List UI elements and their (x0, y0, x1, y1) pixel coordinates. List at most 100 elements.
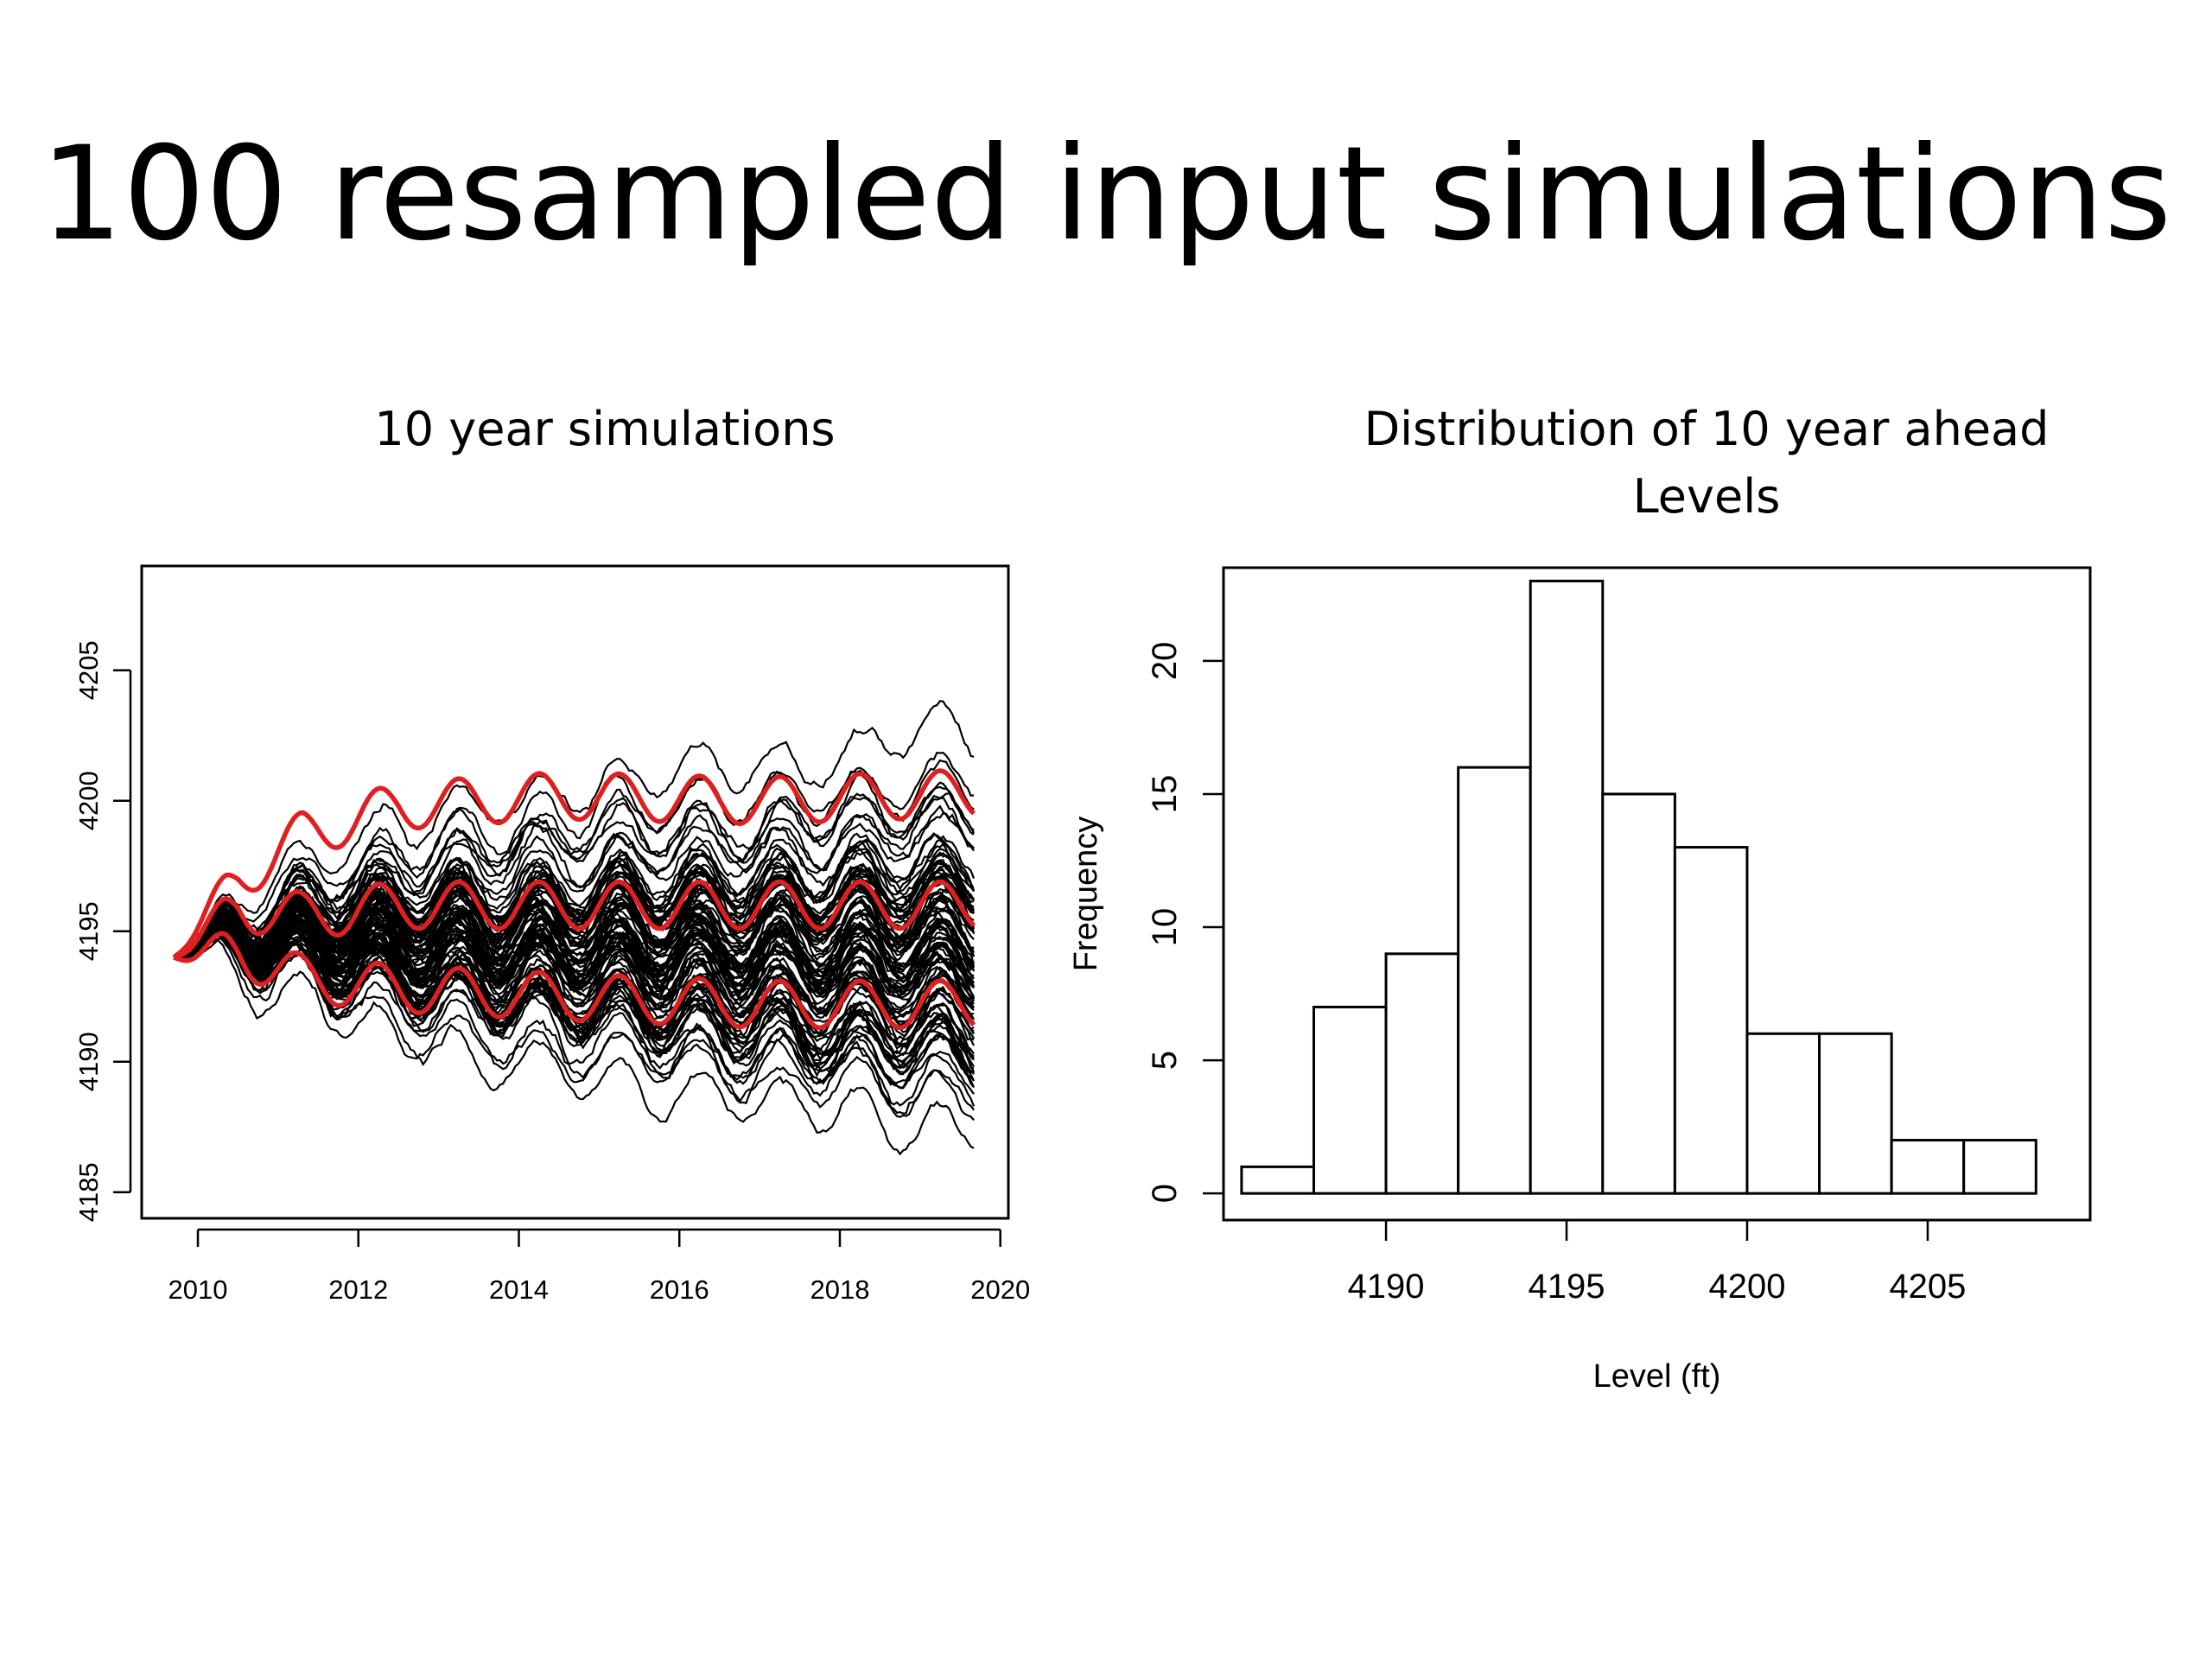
simulation-line (174, 937, 975, 1156)
simulation-line (173, 930, 975, 1107)
right-y-axis-label: Frequency (1068, 817, 1104, 972)
right-y-tick-label: 5 (1146, 1051, 1184, 1070)
simulation-line (173, 887, 975, 966)
simulation-line (173, 882, 976, 961)
simulation-line (173, 886, 975, 962)
quantile-line-upper (172, 768, 976, 960)
right-chart-title-line-1: Distribution of 10 year ahead (1363, 402, 2050, 456)
histogram-bar (1529, 579, 1605, 1195)
simulation-line (173, 896, 975, 965)
simulation-line (173, 925, 975, 1065)
simulation-line (173, 863, 976, 959)
left-x-tick-label: 2020 (970, 1274, 1030, 1305)
simulation-line (173, 912, 975, 983)
simulation-line (173, 921, 975, 1023)
histogram-bar (1601, 792, 1676, 1195)
simulation-line (173, 772, 975, 959)
simulation-line (173, 901, 976, 998)
left-x-tick-label: 2018 (810, 1274, 869, 1305)
simulation-line (173, 920, 975, 1041)
slide-title: 100 resampled input simulations (40, 119, 2172, 270)
histogram-bar (1312, 1005, 1388, 1195)
simulation-line (173, 895, 975, 967)
simulation-line (173, 927, 976, 1041)
simulation-line (173, 938, 975, 1115)
right-y-tick-label: 15 (1146, 775, 1184, 814)
simulation-line (173, 865, 976, 959)
simulation-line (173, 860, 975, 959)
simulation-line (173, 915, 975, 1020)
simulation-line (173, 859, 976, 959)
simulation-line (173, 875, 975, 959)
simulation-line (173, 917, 976, 1014)
right-x-tick-label: 4195 (1529, 1268, 1605, 1306)
histogram-bar (1240, 1165, 1315, 1195)
simulation-line (173, 865, 976, 967)
simulation-line (173, 924, 975, 1061)
simulation-line (173, 925, 975, 1073)
simulation-line (174, 921, 975, 1029)
simulation-line (173, 933, 976, 1082)
simulation-line (173, 874, 976, 959)
right-x-tick-label: 4205 (1889, 1268, 1966, 1306)
simulation-line (173, 930, 975, 1075)
quantile-line-lower (173, 931, 976, 1031)
simulation-line (173, 920, 975, 1012)
simulation-line (173, 918, 976, 993)
right-y-tick-label: 20 (1146, 642, 1184, 681)
histogram-bar (1890, 1139, 1966, 1195)
simulation-line (173, 922, 975, 1033)
right-chart-title: Distribution of 10 year ahead Levels (1210, 396, 2203, 531)
histogram-bar (1818, 1032, 1893, 1195)
simulation-line (173, 868, 975, 970)
simulation-line (173, 902, 976, 1001)
right-y-tick-label: 0 (1146, 1184, 1184, 1203)
simulation-line (173, 858, 975, 960)
simulation-line (173, 918, 975, 1059)
simulation-line (173, 862, 975, 968)
simulation-line (173, 915, 976, 999)
histogram-bar (1745, 1032, 1821, 1195)
simulation-line (173, 897, 976, 974)
simulation-line (173, 918, 975, 1050)
simulation-line (173, 930, 976, 1073)
simulation-line (173, 851, 975, 959)
simulation-line (173, 925, 975, 1084)
simulation-line (173, 796, 975, 959)
simulation-line (173, 804, 975, 959)
left-chart-title: 10 year simulations (374, 402, 836, 456)
simulation-line (173, 930, 975, 1089)
right-plot-frame (1222, 566, 2092, 1222)
right-y-tick-label: 10 (1146, 908, 1184, 947)
simulation-line (173, 911, 975, 999)
simulation-line (173, 895, 976, 990)
left-x-tick-label: 2010 (168, 1274, 228, 1305)
simulation-line (173, 906, 976, 984)
simulation-line (173, 845, 975, 961)
histogram-bar (1384, 952, 1460, 1195)
simulation-line (173, 842, 975, 959)
simulation-line (173, 700, 975, 959)
simulation-line (173, 893, 976, 979)
histogram-bar (1457, 766, 1532, 1195)
simulation-line (173, 918, 976, 1008)
simulation-line (173, 914, 975, 981)
simulation-line (173, 859, 975, 968)
right-x-tick-label: 4190 (1348, 1268, 1425, 1306)
simulation-line (173, 915, 975, 1001)
simulation-line (173, 904, 975, 991)
simulation-line (173, 876, 975, 963)
left-x-tick-label: 2012 (328, 1274, 388, 1305)
simulation-line (173, 918, 975, 1009)
simulation-line (173, 882, 976, 959)
simulation-line (173, 848, 976, 961)
simulation-line (173, 919, 976, 1036)
simulation-line (173, 904, 976, 978)
simulation-line (173, 863, 975, 960)
simulation-line (173, 792, 976, 959)
right-chart-title-line-2: Levels (1632, 469, 1781, 524)
simulation-line (173, 882, 975, 959)
simulation-line (173, 922, 976, 1046)
simulation-line (173, 832, 976, 959)
simulation-line (173, 928, 976, 1073)
